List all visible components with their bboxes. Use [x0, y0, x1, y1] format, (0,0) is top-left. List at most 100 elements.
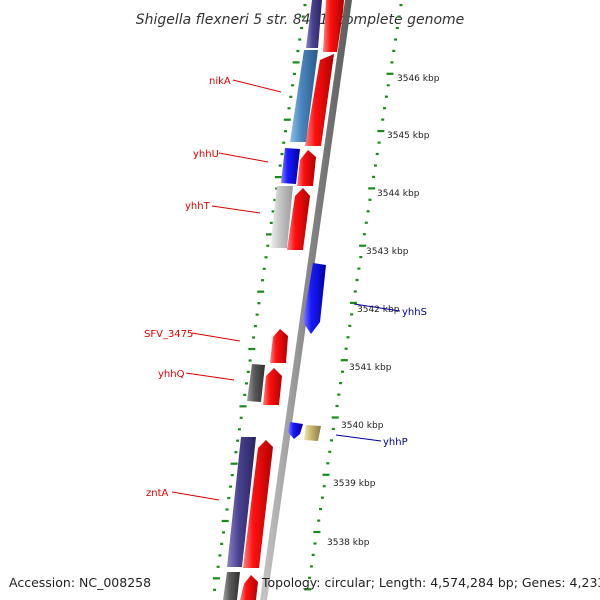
tick-minor: [291, 84, 295, 87]
forward-strand-features: [240, 0, 344, 600]
tick-minor: [364, 221, 368, 224]
tick-minor: [372, 175, 376, 178]
tick-minor: [392, 49, 396, 52]
tick-minor: [271, 210, 275, 213]
tick-minor: [395, 26, 399, 30]
gene-block: [247, 364, 265, 402]
tick-minor: [331, 427, 335, 430]
tick-minor: [319, 508, 322, 511]
tick-minor: [264, 256, 268, 259]
tick-label: 3539 kbp: [333, 479, 376, 489]
tick-minor: [381, 118, 385, 121]
tick-ring-inner: [212, 4, 307, 591]
tick-minor: [366, 210, 370, 213]
tick-minor: [300, 26, 303, 30]
gene-label-nika[interactable]: nikA: [209, 76, 231, 87]
gene-block: [290, 50, 318, 142]
gene-block: [281, 148, 300, 184]
tick-major: [239, 405, 247, 408]
tick-minor: [362, 233, 366, 236]
gene-blocks: [223, 0, 322, 600]
gene-label-sfv3475[interactable]: SFV_3475: [144, 329, 193, 340]
tick-major: [283, 118, 291, 121]
tick-minor: [255, 313, 259, 316]
tick-label: 3540 kbp: [341, 421, 384, 431]
reverse-strand-features: [288, 263, 326, 441]
tick-minor: [298, 38, 302, 41]
tick-minor: [282, 141, 286, 144]
gene-labels: nikA yhhU yhhT yhhS SFV_3475 yhhQ yhhP z…: [144, 76, 427, 499]
tick-minor: [296, 49, 300, 53]
gene-block: [304, 425, 321, 441]
cds-forward-arrow: [297, 150, 316, 186]
tick-minor: [326, 462, 330, 465]
gene-block: [270, 186, 293, 248]
tick-minor: [399, 4, 403, 7]
tick-minor: [344, 347, 348, 350]
map-title: Shigella flexneri 5 str. 8401, complete …: [136, 12, 465, 28]
tick-ring-outer: [304, 4, 403, 591]
gene-label-yhhs[interactable]: yhhS: [402, 307, 427, 318]
gene-label-yhhq[interactable]: yhhQ: [158, 369, 185, 380]
tick-major: [386, 72, 394, 75]
tick-minor: [335, 404, 339, 408]
cds-forward-arrow: [270, 329, 288, 363]
gene-label-znta[interactable]: zntA: [146, 488, 169, 499]
tick-label: 3545 kbp: [387, 131, 430, 141]
tick-major: [248, 347, 256, 351]
tick-minor: [253, 325, 257, 328]
tick-minor: [384, 95, 388, 98]
tick-minor: [303, 4, 307, 7]
tick-minor: [383, 107, 386, 110]
tick-minor: [339, 382, 343, 385]
tick-major: [322, 473, 330, 476]
gene-block: [227, 437, 256, 567]
cds-forward-arrow: [305, 54, 334, 146]
tick-minor: [308, 576, 312, 579]
gene-label-yhht[interactable]: yhhT: [185, 201, 211, 212]
tick-minor: [309, 565, 313, 568]
tick-minor: [229, 485, 233, 488]
tick-minor: [292, 72, 296, 75]
tick-minor: [375, 152, 379, 156]
tick-minor: [284, 130, 287, 133]
tick-minor: [243, 393, 247, 396]
cds-reverse-arrow: [303, 263, 326, 334]
gene-label-yhhu[interactable]: yhhU: [193, 149, 219, 160]
tick-minor: [227, 496, 231, 500]
tick-minor: [313, 542, 317, 545]
tick-label: 3542 kbp: [357, 305, 400, 315]
gene-label-yhhp[interactable]: yhhP: [383, 437, 408, 448]
tick-minor: [353, 290, 357, 293]
gene-leader-lines: [171, 79, 401, 501]
cds-forward-arrow: [287, 188, 310, 250]
tick-label: 3546 kbp: [397, 74, 440, 84]
tick-major: [368, 187, 376, 190]
tick-minor: [266, 244, 270, 247]
tick-minor: [239, 416, 243, 419]
tick-minor: [230, 474, 234, 477]
tick-minor: [216, 565, 220, 568]
tick-minor: [234, 451, 238, 454]
tick-labels: 3546 kbp 3545 kbp 3544 kbp 3543 kbp 3542…: [327, 74, 440, 548]
tick-major: [331, 416, 339, 419]
tick-major: [266, 233, 273, 236]
tick-minor: [373, 164, 377, 167]
tick-minor: [377, 141, 381, 144]
tick-minor: [346, 336, 350, 339]
tick-minor: [350, 313, 354, 316]
tick-minor: [252, 336, 256, 339]
gene-block: [223, 572, 240, 600]
tick-minor: [394, 38, 397, 41]
genome-backbone: [260, 0, 352, 600]
tick-major: [212, 577, 220, 580]
tick-major: [274, 176, 282, 179]
tick-minor: [248, 359, 252, 362]
tick-major: [377, 130, 385, 133]
tick-minor: [275, 187, 279, 190]
cds-forward-arrow: [263, 368, 282, 405]
tick-minor: [322, 485, 326, 488]
tick-minor: [245, 382, 248, 385]
tick-major: [292, 61, 300, 64]
